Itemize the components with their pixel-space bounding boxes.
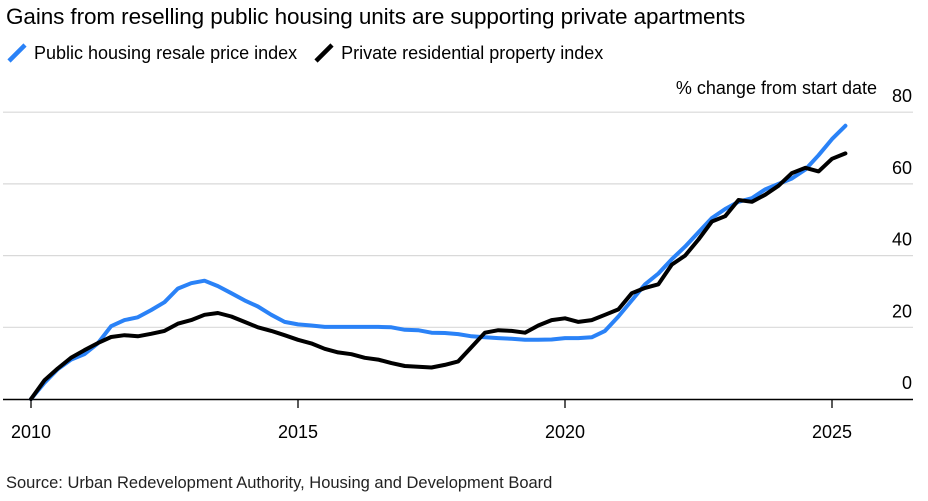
y-axis: 0 20 40 60 80 <box>892 86 912 393</box>
y-tick-label-60: 60 <box>892 158 912 178</box>
y-tick-label-20: 20 <box>892 301 912 321</box>
series-line-private-residential <box>29 151 848 401</box>
y-tick-label-0: 0 <box>902 373 912 393</box>
legend: Public housing resale price index Privat… <box>6 40 619 66</box>
x-tick-label-2025: 2025 <box>812 422 852 442</box>
y-tick-label-40: 40 <box>892 230 912 250</box>
x-tick-label-2020: 2020 <box>545 422 585 442</box>
y-axis-unit-label: % change from start date <box>675 78 877 98</box>
series-line-public-housing <box>29 123 848 401</box>
chart-title: Gains from reselling public housing unit… <box>6 4 746 29</box>
legend-label-public: Public housing resale price index <box>34 42 298 63</box>
legend-swatch-private <box>314 43 334 63</box>
x-tick-label-2015: 2015 <box>278 422 318 442</box>
x-tick-label-2010: 2010 <box>11 422 51 442</box>
legend-swatch-public <box>7 43 27 63</box>
gridlines <box>3 111 913 328</box>
legend-item-private: Private residential property index <box>313 42 603 64</box>
series-lines <box>29 123 848 401</box>
source-note: Source: Urban Redevelopment Authority, H… <box>6 474 553 492</box>
x-axis: 2010 2015 2020 2025 <box>3 398 913 442</box>
y-tick-label-80: 80 <box>892 86 912 106</box>
legend-item-public: Public housing resale price index <box>6 42 297 64</box>
legend-label-private: Private residential property index <box>341 42 604 63</box>
